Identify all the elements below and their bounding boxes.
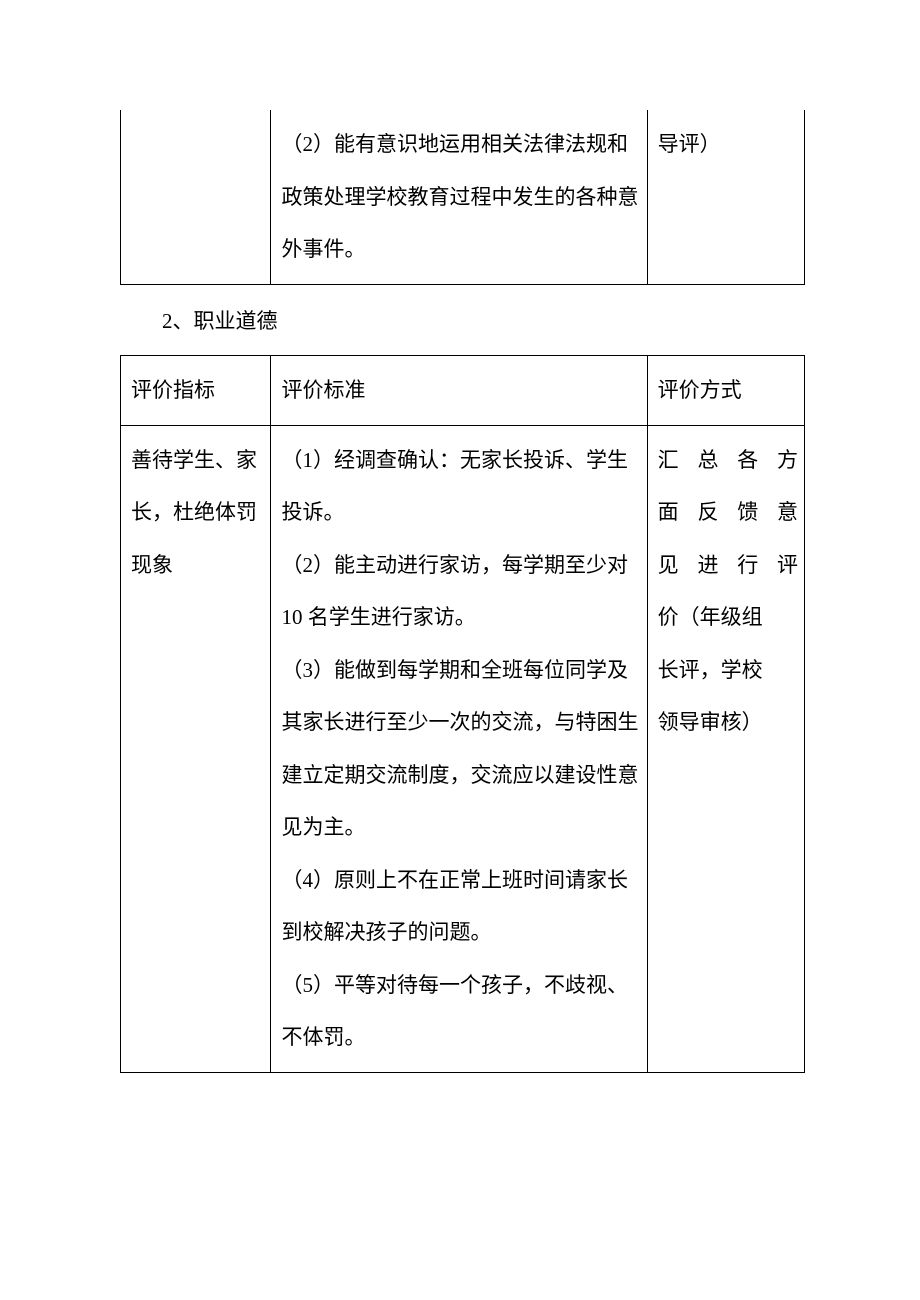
body-c3-l3: 见进行评 [658, 539, 798, 592]
fragment-col3: 导评） [647, 110, 804, 284]
body-c2-p4: （4）原则上不在正常上班时间请家长到校解决孩子的问题。 [281, 854, 640, 959]
section-heading: 2、职业道德 [120, 295, 805, 348]
fragment-row: （2）能有意识地运用相关法律法规和政策处理学校教育过程中发生的各种意外事件。 导… [121, 110, 805, 284]
header-c3: 评价方式 [647, 356, 804, 426]
body-c3: 汇总各方 面反馈意 见进行评 价（年级组 长评，学校 领导审核） [647, 425, 804, 1072]
body-c2-p1: （1）经调查确认：无家长投诉、学生投诉。 [281, 434, 640, 539]
fragment-col1 [121, 110, 271, 284]
ethics-table: 评价指标 评价标准 评价方式 善待学生、家长，杜绝体罚现象 （1）经调查确认：无… [120, 355, 805, 1073]
body-c2: （1）经调查确认：无家长投诉、学生投诉。 （2）能主动进行家访，每学期至少对 1… [271, 425, 647, 1072]
body-c3-l1: 汇总各方 [658, 434, 798, 487]
body-c1: 善待学生、家长，杜绝体罚现象 [121, 425, 271, 1072]
ethics-header-row: 评价指标 评价标准 评价方式 [121, 356, 805, 426]
body-c2-p2: （2）能主动进行家访，每学期至少对 10 名学生进行家访。 [281, 539, 640, 644]
fragment-col2-p1: （2）能有意识地运用相关法律法规和政策处理学校教育过程中发生的各种意外事件。 [281, 118, 640, 276]
body-c3-l4: 价（年级组 [658, 591, 798, 644]
header-c1: 评价指标 [121, 356, 271, 426]
body-c3-l6: 领导审核） [658, 696, 798, 749]
body-c3-l5: 长评，学校 [658, 644, 798, 697]
fragment-col2: （2）能有意识地运用相关法律法规和政策处理学校教育过程中发生的各种意外事件。 [271, 110, 647, 284]
body-c2-p3: （3）能做到每学期和全班每位同学及其家长进行至少一次的交流，与特困生建立定期交流… [281, 644, 640, 854]
fragment-table: （2）能有意识地运用相关法律法规和政策处理学校教育过程中发生的各种意外事件。 导… [120, 110, 805, 285]
header-c2: 评价标准 [271, 356, 647, 426]
ethics-body-row: 善待学生、家长，杜绝体罚现象 （1）经调查确认：无家长投诉、学生投诉。 （2）能… [121, 425, 805, 1072]
body-c3-l2: 面反馈意 [658, 486, 798, 539]
body-c2-p5: （5）平等对待每一个孩子，不歧视、不体罚。 [281, 959, 640, 1064]
